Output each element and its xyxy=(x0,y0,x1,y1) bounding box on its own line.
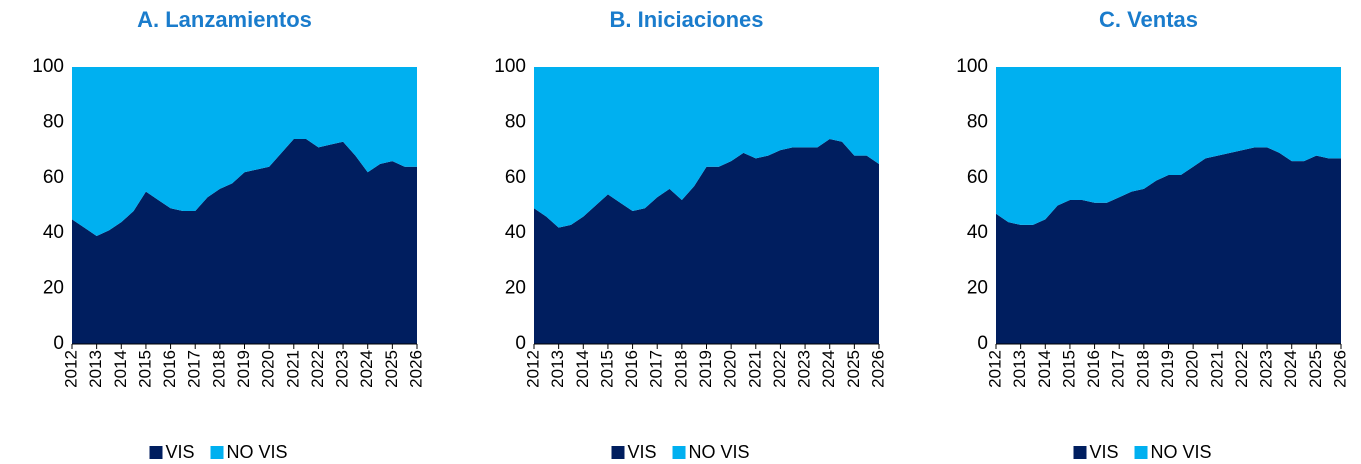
x-tick-label: 2025 xyxy=(382,350,401,388)
x-tick-label: 2016 xyxy=(622,350,641,388)
legend-label: NO VIS xyxy=(689,442,750,462)
y-tick-label: 80 xyxy=(43,111,64,132)
area xyxy=(72,139,417,344)
y-tick-label: 20 xyxy=(43,278,64,299)
legend-label: NO VIS xyxy=(1151,442,1212,462)
x-tick-label: 2012 xyxy=(61,350,80,388)
legend-label: VIS xyxy=(1090,442,1119,462)
y-tick-label: 40 xyxy=(505,222,526,243)
x-tick-label: 2025 xyxy=(1306,350,1325,388)
x-tick-label: 2026 xyxy=(868,350,887,388)
legend-label: VIS xyxy=(628,442,657,462)
y-tick-label: 20 xyxy=(967,278,988,299)
x-tick-label: 2021 xyxy=(745,350,764,388)
x-tick-label: 2012 xyxy=(985,350,1004,388)
x-tick-label: 2020 xyxy=(721,350,740,388)
x-tick-label: 2013 xyxy=(1010,350,1029,388)
x-tick-label: 2024 xyxy=(357,350,376,388)
legend-swatch xyxy=(672,446,686,459)
area xyxy=(72,67,417,236)
x-tick-label: 2022 xyxy=(770,350,789,388)
y-tick-label: 100 xyxy=(494,56,526,77)
y-tick-label: 60 xyxy=(967,167,988,188)
x-tick-label: 2012 xyxy=(523,350,542,388)
y-tick-label: 0 xyxy=(515,333,526,354)
x-tick-label: 2014 xyxy=(573,350,592,388)
x-tick-label: 2014 xyxy=(111,350,130,388)
x-tick-label: 2019 xyxy=(234,350,253,388)
legend-label: VIS xyxy=(166,442,195,462)
x-tick-label: 2026 xyxy=(1330,350,1349,388)
x-tick-label: 2023 xyxy=(1257,350,1276,388)
x-tick-label: 2013 xyxy=(548,350,567,388)
x-tick-label: 2022 xyxy=(308,350,327,388)
x-tick-label: 2022 xyxy=(1232,350,1251,388)
x-tick-label: 2015 xyxy=(597,350,616,388)
x-tick-label: 2017 xyxy=(1109,350,1128,388)
x-tick-label: 2018 xyxy=(209,350,228,388)
x-tick-label: 2020 xyxy=(259,350,278,388)
x-tick-label: 2019 xyxy=(1158,350,1177,388)
x-tick-label: 2015 xyxy=(1059,350,1078,388)
x-tick-label: 2017 xyxy=(647,350,666,388)
y-tick-label: 80 xyxy=(967,111,988,132)
x-tick-label: 2024 xyxy=(819,350,838,388)
y-tick-label: 80 xyxy=(505,111,526,132)
x-tick-label: 2015 xyxy=(135,350,154,388)
x-tick-label: 2024 xyxy=(1281,350,1300,388)
x-tick-label: 2014 xyxy=(1035,350,1054,388)
area xyxy=(534,67,879,228)
x-tick-label: 2026 xyxy=(406,350,425,388)
legend-swatch xyxy=(210,446,224,459)
x-tick-label: 2016 xyxy=(1084,350,1103,388)
chart-title: C. Ventas xyxy=(1099,7,1198,32)
x-tick-label: 2025 xyxy=(844,350,863,388)
x-tick-label: 2013 xyxy=(86,350,105,388)
chart-title: A. Lanzamientos xyxy=(137,7,312,32)
y-tick-label: 100 xyxy=(956,56,988,77)
area xyxy=(534,139,879,344)
x-tick-label: 2021 xyxy=(1207,350,1226,388)
legend-swatch xyxy=(1134,446,1148,459)
y-tick-label: 40 xyxy=(967,222,988,243)
legend-swatch xyxy=(1073,446,1087,459)
y-tick-label: 60 xyxy=(505,167,526,188)
area xyxy=(996,67,1341,225)
legend-swatch xyxy=(149,446,163,459)
x-tick-label: 2020 xyxy=(1183,350,1202,388)
legend-swatch xyxy=(611,446,625,459)
y-tick-label: 40 xyxy=(43,222,64,243)
y-tick-label: 20 xyxy=(505,278,526,299)
y-tick-label: 0 xyxy=(977,333,988,354)
x-tick-label: 2023 xyxy=(795,350,814,388)
area xyxy=(996,147,1341,344)
chart-title: B. Iniciaciones xyxy=(609,7,763,32)
x-tick-label: 2017 xyxy=(185,350,204,388)
x-tick-label: 2019 xyxy=(696,350,715,388)
x-tick-label: 2023 xyxy=(333,350,352,388)
y-tick-label: 0 xyxy=(53,333,64,354)
x-tick-label: 2021 xyxy=(283,350,302,388)
y-tick-label: 100 xyxy=(32,56,64,77)
y-tick-label: 60 xyxy=(43,167,64,188)
x-tick-label: 2016 xyxy=(160,350,179,388)
x-tick-label: 2018 xyxy=(671,350,690,388)
legend-label: NO VIS xyxy=(227,442,288,462)
x-tick-label: 2018 xyxy=(1133,350,1152,388)
